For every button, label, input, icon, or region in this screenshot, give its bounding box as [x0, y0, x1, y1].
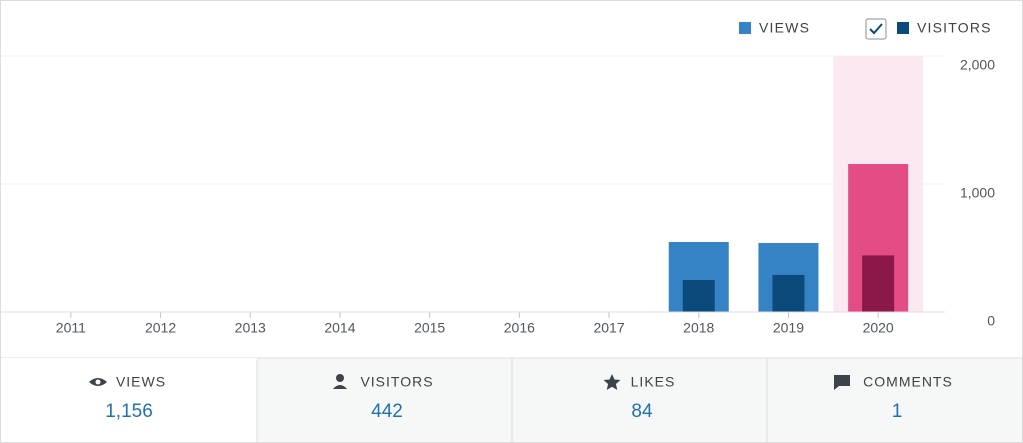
checkbox[interactable]	[865, 18, 887, 40]
bar	[772, 275, 805, 312]
tab-value: 442	[371, 401, 403, 422]
x-tick-label: 2011	[56, 320, 86, 336]
person-icon	[336, 374, 344, 382]
x-tick-label: 2017	[593, 320, 624, 336]
tab-label: VISITORS	[360, 374, 433, 390]
x-tick-label: 2018	[683, 320, 714, 336]
x-tick-label: 2020	[863, 320, 894, 336]
legend-label: VISITORS	[917, 20, 992, 36]
legend-swatch	[739, 22, 751, 34]
bar	[682, 280, 715, 312]
bar	[862, 255, 895, 312]
x-tick-label: 2014	[324, 320, 355, 336]
tabs	[1, 357, 1022, 442]
star-icon	[603, 374, 621, 390]
tab-label: LIKES	[631, 374, 676, 390]
y-tick-label: 1,000	[960, 185, 995, 201]
tab-label: COMMENTS	[863, 374, 953, 390]
tab-value: 84	[631, 401, 653, 422]
x-tick-label: 2019	[773, 320, 804, 336]
y-tick-label: 2,000	[960, 57, 995, 73]
tab-background	[257, 358, 1022, 442]
comment-icon	[834, 375, 850, 390]
x-tick-label: 2016	[504, 320, 535, 336]
checkmark	[869, 23, 883, 35]
x-tick-label: 2015	[414, 320, 445, 336]
tab-value: 1	[892, 401, 903, 422]
y-tick-label: 0	[987, 313, 995, 329]
legend-label: VIEWS	[759, 20, 810, 36]
tab-value: 1,156	[105, 401, 153, 422]
eye-pupil	[95, 379, 101, 385]
tab-label: VIEWS	[116, 374, 166, 390]
x-tick-label: 2012	[145, 320, 176, 336]
legend-swatch	[897, 22, 909, 34]
person-icon-body	[333, 385, 347, 389]
active-tab-gap	[1, 358, 257, 360]
x-tick-label: 2013	[235, 320, 266, 336]
